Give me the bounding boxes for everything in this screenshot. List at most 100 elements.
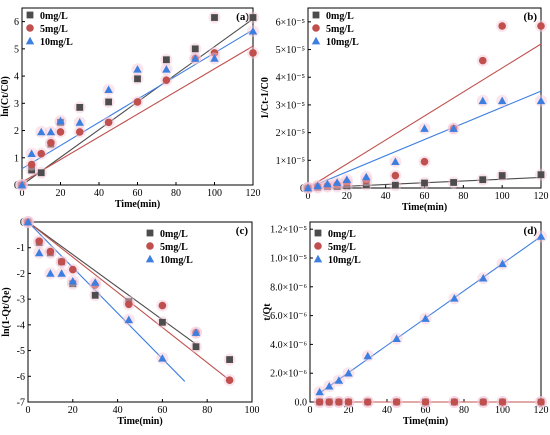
data-point — [133, 65, 142, 73]
data-point — [479, 398, 488, 406]
data-point — [91, 291, 99, 299]
y-tick-label: 6×10⁻⁵ — [276, 17, 305, 28]
y-tick-label: 1.0×10⁻⁵ — [270, 254, 307, 265]
x-axis-label: Time(min) — [403, 416, 448, 427]
legend-marker — [311, 36, 321, 45]
x-tick-label: 0 — [20, 188, 25, 199]
y-axis-label: t/Qt — [262, 303, 273, 321]
data-point — [75, 128, 84, 136]
legend-label: 0mg/L — [326, 11, 354, 22]
chart-panel-a: 0 20 40 60 80 100 120 0 1 2 3 4 5 6 Time(min) ln(Ct/C0)… — [0, 7, 261, 210]
legend-label: 10mg/L — [40, 37, 73, 48]
data-point — [363, 351, 372, 360]
x-tick-label: 80 — [171, 188, 181, 199]
data-point — [313, 181, 322, 190]
x-tick-label: 60 — [133, 188, 143, 199]
y-tick-label: 0 — [14, 181, 19, 192]
data-point — [28, 166, 36, 174]
legend-marker — [145, 254, 155, 263]
data-point — [191, 45, 199, 53]
x-axis-label: Time(min) — [402, 202, 447, 213]
x-axis-label: Time(min) — [115, 199, 160, 210]
data-point — [133, 98, 142, 106]
y-axis-label: 1/Ct-1/C0 — [260, 77, 271, 119]
y-tick-label: -3 — [17, 295, 25, 306]
data-point — [226, 356, 233, 363]
data-point — [391, 157, 400, 166]
data-point — [315, 387, 324, 396]
x-tick-label: 80 — [458, 191, 468, 202]
y-tick-label: 4 — [14, 72, 19, 83]
y-tick-label: 6.0×10⁻⁶ — [270, 311, 307, 322]
data-point — [91, 278, 100, 286]
data-point — [249, 14, 257, 21]
legend-label: 0mg/L — [328, 229, 356, 240]
x-tick-label: 0 — [26, 405, 31, 416]
legend-label: 5mg/L — [328, 242, 356, 253]
y-tick-label: 0 — [20, 218, 25, 229]
panel-label: (b) — [524, 11, 538, 23]
data-point — [191, 328, 201, 336]
data-point — [497, 96, 507, 105]
data-point — [478, 96, 487, 105]
data-point — [134, 75, 141, 83]
data-point — [498, 172, 506, 179]
data-point — [225, 376, 234, 384]
data-point — [363, 398, 372, 406]
data-point — [68, 276, 77, 285]
data-point — [27, 149, 36, 158]
data-point — [125, 300, 133, 309]
fit-line-10mg-L — [27, 221, 186, 382]
data-point — [421, 398, 430, 406]
legend-marker — [314, 242, 322, 250]
legend-label: 0mg/L — [40, 11, 68, 22]
y-axis-label: ln(1-Qt/Qe) — [1, 287, 12, 336]
panel-label: (d) — [524, 225, 538, 237]
legend-marker — [26, 24, 34, 32]
chart-panel-d: 0 20 40 60 80 100 120 0.0 2.0×10⁻⁶ 4.0×10⁻⁶ 6.0×10… — [262, 221, 549, 427]
x-tick-label: 120 — [246, 188, 261, 199]
fit-line-0mg-L — [27, 221, 197, 345]
y-tick-label: 0 — [300, 184, 305, 195]
x-tick-label: 40 — [382, 405, 392, 416]
x-tick-label: 80 — [459, 405, 469, 416]
legend-label: 10mg/L — [160, 255, 193, 266]
x-tick-label: 60 — [157, 405, 167, 416]
y-tick-label: 3×10⁻⁵ — [276, 100, 305, 111]
data-point — [105, 98, 113, 106]
data-point — [23, 217, 33, 226]
legend-label: 10mg/L — [326, 37, 359, 48]
data-point — [46, 269, 55, 277]
data-point — [449, 124, 458, 132]
data-point — [248, 26, 258, 35]
legend-marker — [312, 11, 320, 19]
fit-line-5mg-L — [307, 43, 542, 189]
legend-label: 5mg/L — [40, 24, 68, 35]
plot-frame — [27, 221, 253, 403]
data-point — [27, 160, 36, 169]
data-point — [344, 398, 353, 406]
data-point — [537, 22, 545, 30]
y-tick-label: 0.0 — [295, 398, 308, 409]
y-tick-label: 8.0×10⁻⁶ — [270, 282, 307, 293]
data-point — [332, 178, 342, 186]
data-point — [421, 179, 428, 187]
legend-marker — [313, 254, 323, 263]
data-point — [344, 369, 353, 377]
data-point — [391, 171, 400, 180]
data-point — [37, 169, 45, 177]
panel-label: (a) — [236, 11, 249, 23]
data-point — [249, 49, 257, 57]
data-point — [342, 175, 352, 184]
x-tick-label: 60 — [420, 191, 430, 202]
data-point — [37, 149, 46, 158]
y-tick-label: 5×10⁻⁵ — [276, 45, 305, 56]
fit-line-10mg-L — [307, 90, 542, 189]
data-point — [211, 14, 218, 21]
x-tick-label: 120 — [534, 405, 549, 416]
data-point — [323, 179, 332, 188]
data-point — [158, 354, 167, 362]
x-tick-label: 100 — [495, 191, 510, 202]
data-point — [56, 116, 65, 125]
y-tick-label: -4 — [17, 320, 25, 331]
